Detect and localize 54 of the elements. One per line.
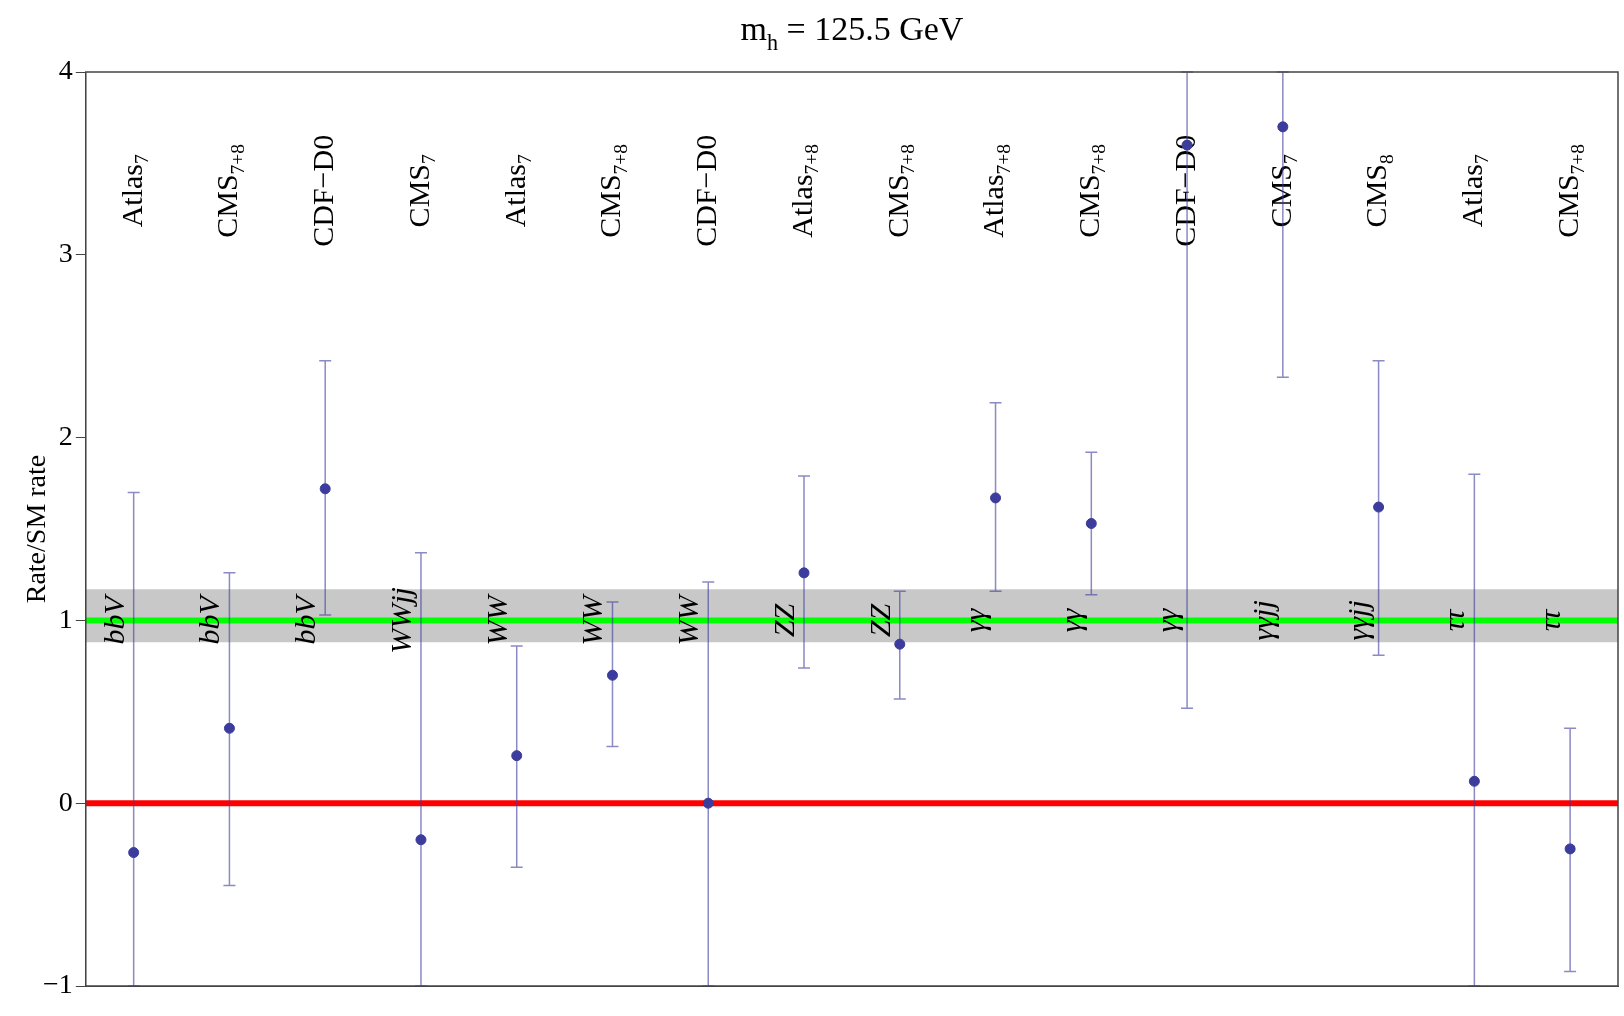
point: [415, 834, 427, 846]
annotation: γγjj: [1341, 600, 1375, 641]
x-tick-label: CMS7: [1263, 154, 1301, 228]
y-tick-label: 1: [58, 602, 73, 634]
annotation: WW: [671, 592, 705, 646]
x-tick-label: Atlas7+8: [976, 143, 1014, 238]
x-tick-label: CDF−D0: [1167, 134, 1201, 247]
x-tick-label: CMS7+8: [1550, 143, 1589, 238]
x-tick-label: CMS7+8: [880, 143, 918, 238]
point: [606, 669, 618, 681]
annotation: WWjj: [383, 587, 417, 654]
point: [1085, 518, 1097, 530]
annotation: γγ: [1054, 607, 1088, 633]
point: [1564, 843, 1576, 855]
point: [1277, 121, 1289, 133]
x-tick-label: CMS7+8: [1072, 143, 1110, 238]
point: [894, 638, 906, 650]
annotation: WW: [575, 592, 609, 646]
x-tick-label: CDF−D0: [689, 134, 723, 247]
annotation: ττ: [1533, 608, 1567, 632]
point: [1468, 775, 1480, 787]
annotation: γγjj: [1245, 600, 1279, 641]
annotation: bbV: [288, 592, 322, 645]
point: [511, 750, 523, 762]
x-tick-label: CMS7+8: [210, 143, 248, 238]
y-tick-label: 2: [58, 419, 73, 451]
annotation: ZZ: [766, 603, 800, 638]
annotation: bbV: [192, 592, 226, 645]
y-tick-label: −1: [42, 968, 73, 1000]
x-tick-label: CDF−D0: [306, 134, 340, 247]
point: [128, 847, 140, 859]
x-tick-label: Atlas7: [1455, 154, 1493, 228]
annotation: WW: [479, 592, 513, 646]
y-axis-title: Rate/SM rate: [20, 454, 51, 604]
point: [319, 483, 331, 495]
annotation: ZZ: [862, 603, 896, 638]
x-tick-label: CMS8: [1359, 154, 1397, 228]
annotation: γγ: [1149, 607, 1183, 633]
x-tick-label: CMS7: [401, 154, 440, 228]
y-tick-label: 3: [58, 237, 73, 269]
y-tick-label: 0: [58, 785, 73, 817]
point: [223, 722, 235, 734]
x-tick-label: Atlas7: [114, 154, 152, 228]
x-tick-label: CMS7+8: [593, 143, 631, 238]
annotation: γγ: [958, 607, 992, 633]
annotation: bbV: [96, 592, 130, 645]
point: [990, 492, 1002, 504]
point: [1373, 501, 1385, 513]
x-tick-label: Atlas7+8: [784, 143, 823, 238]
x-tick-label: Atlas7: [497, 154, 535, 228]
y-tick-label: 4: [58, 54, 73, 86]
point: [702, 797, 714, 809]
annotation: ττ: [1437, 608, 1471, 632]
point: [798, 567, 810, 579]
